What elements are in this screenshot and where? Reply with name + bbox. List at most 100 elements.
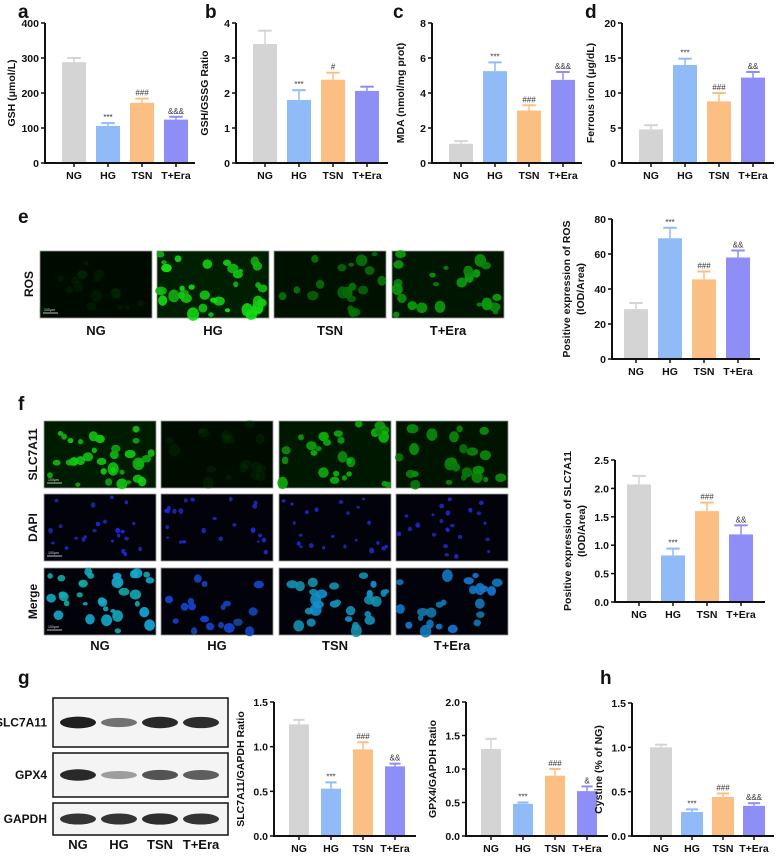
cell — [178, 508, 184, 514]
cell — [205, 622, 215, 631]
significance-label: &&& — [746, 793, 763, 802]
blot-lane-label: HG — [109, 837, 129, 852]
cell — [492, 293, 502, 302]
cell — [91, 447, 98, 454]
x-tick-label: T+Era — [739, 843, 769, 855]
cell — [445, 527, 449, 532]
blot-lane-label: T+Era — [183, 837, 220, 852]
cell — [397, 293, 407, 303]
cell — [248, 607, 258, 616]
significance-label: && — [736, 515, 747, 524]
cell — [77, 270, 88, 279]
cell — [164, 595, 174, 604]
bar-TSN — [130, 102, 154, 163]
cell — [65, 286, 74, 294]
column-label: NG — [90, 638, 110, 653]
y-axis-label: Positive expression of SLC7A11 — [562, 451, 574, 611]
cell — [155, 286, 167, 296]
cell — [110, 467, 116, 474]
cell — [314, 507, 319, 512]
cell — [439, 518, 444, 524]
micrograph-image — [43, 493, 157, 562]
cell — [161, 263, 172, 273]
cell — [459, 444, 468, 454]
y-tick-label: 0 — [33, 158, 39, 170]
cell — [92, 528, 97, 533]
y-tick-label: 0.5 — [253, 786, 268, 798]
cell — [346, 295, 357, 303]
cell — [187, 307, 200, 321]
cell — [188, 284, 195, 290]
cell — [468, 507, 473, 513]
bar-HG — [658, 238, 682, 359]
y-tick-label: 0.5 — [445, 798, 460, 810]
cell — [364, 611, 372, 618]
y-tick-label: 4 — [224, 18, 230, 30]
cell — [346, 457, 352, 465]
cell — [299, 545, 303, 549]
cell — [472, 465, 485, 475]
cell — [39, 306, 47, 314]
western-blot-panel: SLC7A11 GPX4 GAPDH NG HG TSN T+Era — [0, 697, 229, 852]
bar-NG — [639, 129, 663, 163]
y-tick-label: 2.5 — [594, 455, 609, 467]
cell — [333, 470, 340, 477]
cell — [57, 574, 66, 582]
cell — [105, 478, 113, 486]
cell — [476, 511, 482, 516]
significance-label: && — [733, 241, 744, 250]
protein-band — [60, 716, 96, 729]
y-tick-label: 1.0 — [445, 764, 460, 776]
cell — [356, 505, 360, 509]
cell — [102, 606, 109, 612]
y-tick-label: 100 — [21, 123, 39, 135]
cell — [396, 531, 402, 537]
cell — [77, 439, 84, 445]
column-label: TSN — [317, 323, 343, 338]
cell — [442, 569, 453, 583]
x-tick-label: T+Era — [723, 366, 753, 378]
micrograph-image — [395, 493, 509, 562]
protein-band — [142, 813, 178, 825]
blot-lane-label: TSN — [147, 837, 173, 852]
cell — [168, 443, 181, 457]
cell — [405, 621, 413, 629]
protein-band — [60, 813, 96, 825]
column-label: HG — [207, 638, 227, 653]
cell — [407, 301, 418, 311]
panel-letter-g: g — [18, 668, 30, 689]
significance-label: *** — [687, 799, 696, 808]
cell — [434, 300, 446, 313]
significance-label: *** — [668, 539, 677, 548]
x-tick-label: T+Era — [380, 843, 410, 855]
cell — [406, 423, 419, 434]
cell — [218, 536, 224, 542]
cell — [180, 602, 189, 611]
cell — [370, 580, 377, 588]
row-label-dapi: DAPI — [26, 513, 40, 542]
cell — [78, 579, 88, 588]
y-tick-label: 4 — [420, 88, 426, 100]
cell — [67, 438, 74, 444]
f-image-Merge-HG — [160, 567, 274, 637]
cell — [145, 577, 155, 584]
cell — [304, 510, 309, 515]
cell — [255, 470, 266, 482]
f-image-SLC7A11-TSN — [277, 420, 392, 490]
ros-image-NG: 100μm — [39, 250, 153, 319]
micrograph-image — [395, 567, 509, 636]
panel-letter-d: d — [585, 2, 597, 23]
cell — [354, 539, 358, 542]
x-tick-label: TSN — [694, 366, 715, 378]
y-axis-label: GPX4/GAPDH Ratio — [427, 720, 439, 818]
x-tick-label: HG — [515, 843, 531, 855]
cell — [318, 467, 329, 478]
bar-NG — [253, 44, 277, 163]
y-tick-label: 400 — [21, 18, 39, 30]
cell — [110, 495, 114, 500]
ros-image-T+Era — [391, 250, 505, 319]
chart-d: d NG *** HG ### TSN && T+Era 0 5 10 15 20 Ferrous iro… — [585, 2, 774, 182]
y-tick-label: 0.0 — [594, 597, 609, 609]
significance-label: &&& — [555, 62, 572, 71]
cell — [370, 596, 382, 607]
